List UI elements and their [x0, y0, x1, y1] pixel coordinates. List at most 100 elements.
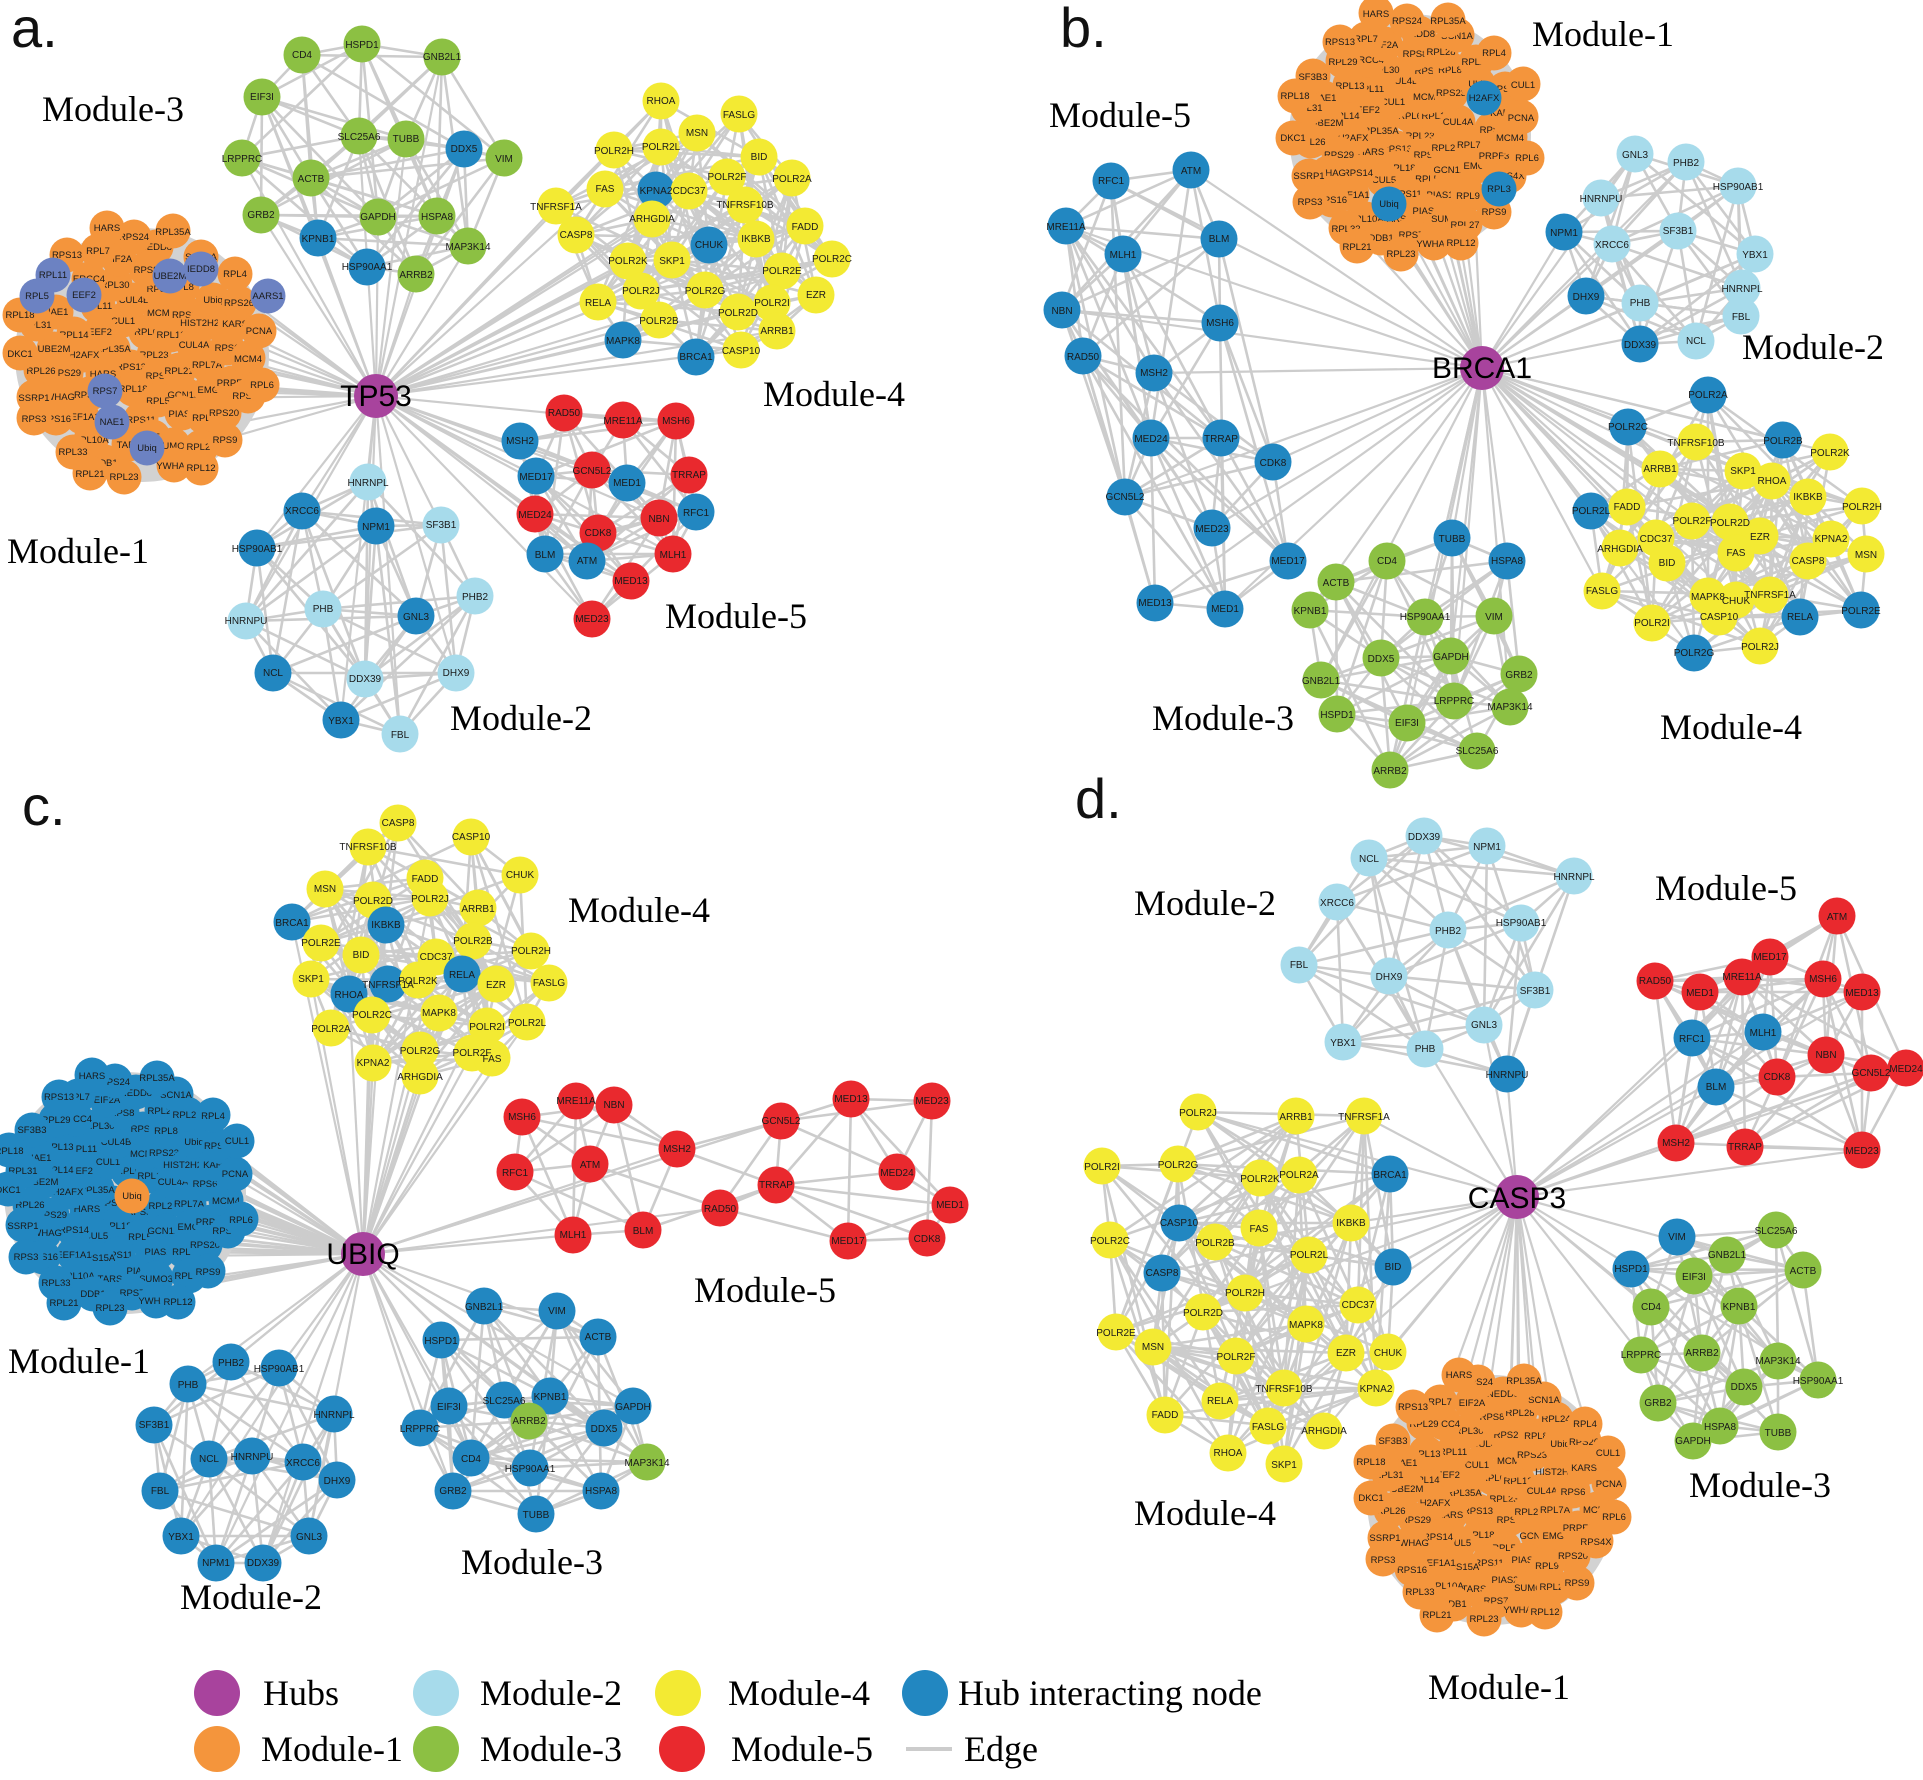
svg-text:RHOA: RHOA	[647, 96, 676, 107]
svg-text:HNRNPL: HNRNPL	[347, 478, 389, 489]
svg-text:AARS1: AARS1	[252, 291, 283, 302]
svg-text:VIM: VIM	[548, 1306, 566, 1317]
svg-text:GNL3: GNL3	[1622, 150, 1649, 161]
svg-text:TUBB: TUBB	[393, 134, 420, 145]
svg-text:MED13: MED13	[834, 1094, 868, 1105]
svg-text:MSN: MSN	[1142, 1342, 1164, 1353]
svg-text:NBN: NBN	[648, 514, 669, 525]
svg-text:KPNB1: KPNB1	[1294, 606, 1327, 617]
svg-text:HSPD1: HSPD1	[1614, 1264, 1648, 1275]
svg-text:RPL7: RPL7	[1354, 34, 1378, 45]
svg-text:KPNB1: KPNB1	[302, 234, 335, 245]
svg-text:EIF3I: EIF3I	[250, 92, 274, 103]
svg-text:d.: d.	[1075, 767, 1122, 830]
svg-text:TNFRSF1A: TNFRSF1A	[1744, 590, 1796, 601]
svg-text:FAS: FAS	[1727, 548, 1746, 559]
svg-text:MSN: MSN	[1855, 550, 1877, 561]
svg-text:SF3B1: SF3B1	[1520, 986, 1551, 997]
svg-text:MAP3K14: MAP3K14	[445, 242, 490, 253]
svg-text:RPS9: RPS9	[1482, 207, 1507, 218]
svg-text:POLR2D: POLR2D	[353, 896, 393, 907]
svg-text:NBN: NBN	[1051, 306, 1072, 317]
svg-text:CASP8: CASP8	[382, 818, 415, 829]
svg-text:NPM1: NPM1	[1473, 842, 1501, 853]
svg-text:PCNA: PCNA	[1508, 113, 1535, 124]
svg-text:Ubiq: Ubiq	[137, 443, 157, 454]
svg-text:TNFRSF10B: TNFRSF10B	[1255, 1384, 1313, 1395]
svg-text:PHB2: PHB2	[1673, 158, 1700, 169]
svg-text:CDK8: CDK8	[585, 528, 612, 539]
svg-text:ARRB2: ARRB2	[1373, 766, 1407, 777]
svg-text:BLM: BLM	[1209, 234, 1230, 245]
svg-text:MSH2: MSH2	[1662, 1138, 1690, 1149]
svg-text:PHB2: PHB2	[462, 592, 489, 603]
svg-text:POLR2K: POLR2K	[1810, 448, 1850, 459]
svg-text:Module-4: Module-4	[728, 1673, 870, 1713]
svg-text:NCL: NCL	[1686, 336, 1706, 347]
svg-text:GCN5L2: GCN5L2	[762, 1116, 801, 1127]
svg-text:FADD: FADD	[412, 874, 439, 885]
svg-text:MED23: MED23	[1195, 524, 1229, 535]
svg-text:ARHGDIA: ARHGDIA	[629, 214, 675, 225]
svg-text:MED13: MED13	[614, 576, 648, 587]
svg-text:Ubiq: Ubiq	[122, 1191, 142, 1202]
svg-text:MLH1: MLH1	[1110, 250, 1137, 261]
svg-text:ATM: ATM	[580, 1160, 600, 1171]
svg-text:EZR: EZR	[1750, 532, 1770, 543]
svg-text:MRE11A: MRE11A	[603, 416, 643, 427]
svg-text:POLR2G: POLR2G	[1674, 648, 1715, 659]
svg-text:KARS: KARS	[1571, 1463, 1597, 1474]
svg-text:SKP1: SKP1	[298, 974, 324, 985]
svg-text:PHB: PHB	[178, 1380, 199, 1391]
svg-text:BLM: BLM	[1706, 1082, 1727, 1093]
svg-text:MAP3K14: MAP3K14	[624, 1458, 669, 1469]
svg-text:TRRAP: TRRAP	[1728, 1142, 1762, 1153]
svg-text:RPL6: RPL6	[250, 380, 274, 391]
svg-text:MED23: MED23	[575, 614, 609, 625]
svg-text:RPL3: RPL3	[1487, 184, 1511, 195]
svg-text:RPS3: RPS3	[1298, 197, 1323, 208]
svg-text:RPL18: RPL18	[1280, 91, 1309, 102]
svg-text:HSPA8: HSPA8	[1704, 1422, 1736, 1433]
svg-text:EIF3I: EIF3I	[437, 1402, 461, 1413]
svg-text:SF3B1: SF3B1	[426, 520, 457, 531]
svg-text:Module-3: Module-3	[480, 1729, 622, 1769]
svg-text:FBL: FBL	[151, 1486, 170, 1497]
svg-text:Module-2: Module-2	[1742, 327, 1884, 367]
svg-text:HSPD1: HSPD1	[345, 40, 379, 51]
svg-text:POLR2A: POLR2A	[772, 174, 812, 185]
svg-text:Ubiq: Ubiq	[184, 1137, 204, 1148]
svg-text:MAPK8: MAPK8	[1691, 592, 1725, 603]
svg-text:RPL35A: RPL35A	[1430, 16, 1466, 27]
svg-text:HSPA8: HSPA8	[1491, 556, 1523, 567]
svg-text:CUL1: CUL1	[1465, 1460, 1489, 1471]
svg-text:Module-1: Module-1	[1532, 14, 1674, 54]
svg-text:Module-3: Module-3	[1152, 698, 1294, 738]
svg-text:MLH1: MLH1	[660, 550, 687, 561]
svg-text:HNRNPL: HNRNPL	[1553, 872, 1595, 883]
svg-text:RPL6: RPL6	[1515, 153, 1539, 164]
svg-text:GAPDH: GAPDH	[1433, 652, 1469, 663]
svg-text:ARRB2: ARRB2	[1685, 1348, 1719, 1359]
svg-text:RPL9: RPL9	[1456, 191, 1480, 202]
svg-text:RPS3: RPS3	[1371, 1555, 1396, 1566]
svg-text:IKBKB: IKBKB	[1793, 492, 1823, 503]
svg-text:XRCC6: XRCC6	[286, 1458, 320, 1469]
svg-text:RPL21: RPL21	[1422, 1610, 1451, 1621]
svg-text:POLR2C: POLR2C	[1090, 1236, 1130, 1247]
svg-text:EEF2: EEF2	[88, 327, 112, 338]
svg-text:Module-3: Module-3	[42, 89, 184, 129]
svg-text:RPS6: RPS6	[1561, 1487, 1586, 1498]
svg-text:RPL21: RPL21	[49, 1298, 78, 1309]
svg-text:SSRP1: SSRP1	[1293, 171, 1324, 182]
svg-text:RPS16: RPS16	[1397, 1565, 1427, 1576]
svg-text:RELA: RELA	[585, 298, 611, 309]
svg-text:SLC25A6: SLC25A6	[1755, 1226, 1798, 1237]
svg-text:RPL5: RPL5	[25, 291, 49, 302]
svg-text:GCN5L2: GCN5L2	[1852, 1068, 1891, 1079]
svg-text:DKC1: DKC1	[1280, 133, 1305, 144]
svg-text:HSP90AA1: HSP90AA1	[1400, 612, 1451, 623]
svg-text:POLR2D: POLR2D	[718, 308, 758, 319]
svg-text:POLR2L: POLR2L	[508, 1018, 547, 1029]
svg-text:BLM: BLM	[633, 1226, 654, 1237]
